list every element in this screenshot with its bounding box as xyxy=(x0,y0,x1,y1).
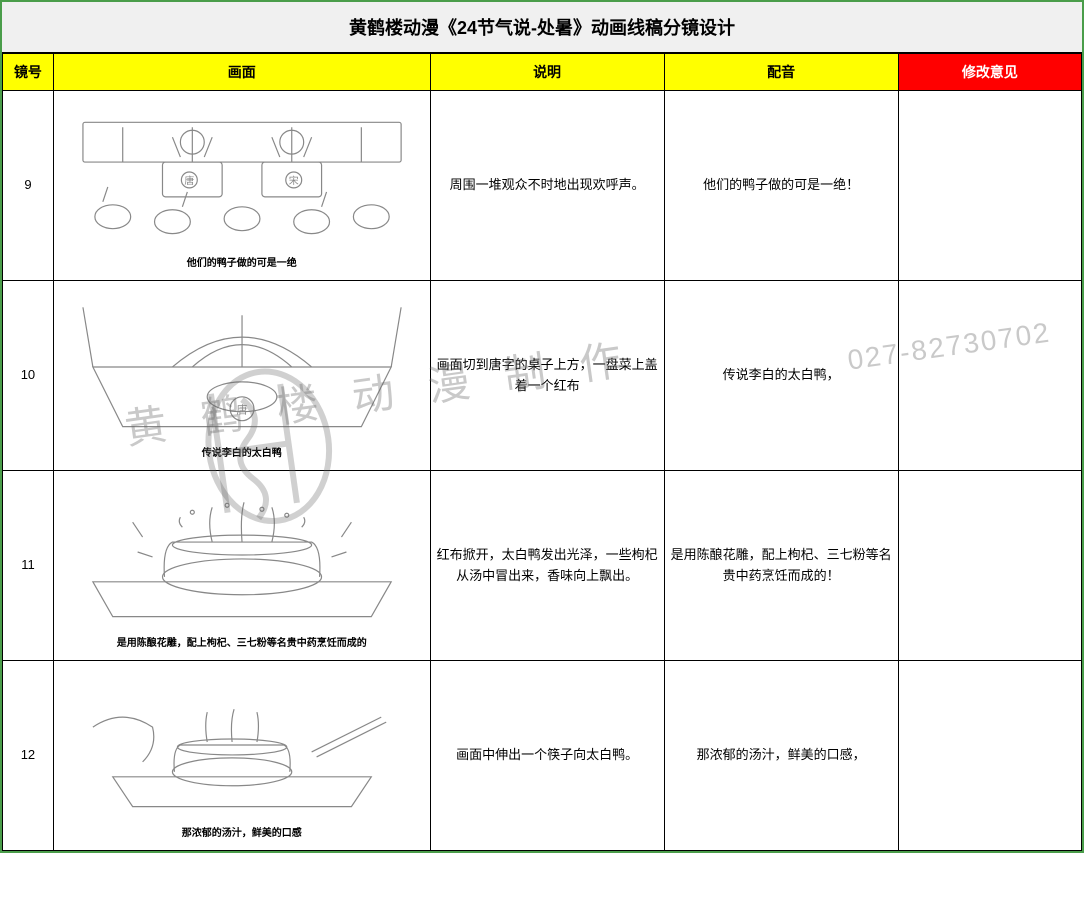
col-voice: 配音 xyxy=(664,54,898,91)
shot-number: 9 xyxy=(3,91,54,281)
sketch-caption: 那浓郁的汤汁，鲜美的口感 xyxy=(182,822,302,850)
col-description: 说明 xyxy=(430,54,664,91)
voice-cell: 那浓郁的汤汁，鲜美的口感， xyxy=(664,661,898,851)
shot-number: 12 xyxy=(3,661,54,851)
col-feedback: 修改意见 xyxy=(898,54,1081,91)
description-cell: 画面切到唐字的桌子上方，一盘菜上盖着一个红布 xyxy=(430,281,664,471)
shot-number: 10 xyxy=(3,281,54,471)
svg-text:唐: 唐 xyxy=(184,173,194,186)
col-picture: 画面 xyxy=(53,54,430,91)
feedback-cell xyxy=(898,471,1081,661)
table-row: 11 xyxy=(3,471,1082,661)
svg-text:宋: 宋 xyxy=(288,173,298,186)
col-shot: 镜号 xyxy=(3,54,54,91)
sketch-caption: 是用陈酿花雕，配上枸杞、三七粉等名贵中药烹饪而成的 xyxy=(117,632,367,660)
storyboard-table: 镜号 画面 说明 配音 修改意见 9 xyxy=(2,53,1082,851)
sketch-shot-10: 唐 xyxy=(73,292,411,432)
feedback-cell xyxy=(898,91,1081,281)
page-title: 黄鹤楼动漫《24节气说-处暑》动画线稿分镜设计 xyxy=(2,2,1082,53)
voice-cell: 他们的鸭子做的可是一绝！ xyxy=(664,91,898,281)
sketch-caption: 他们的鸭子做的可是一绝 xyxy=(187,252,297,280)
feedback-cell xyxy=(898,661,1081,851)
picture-cell: 唐 宋 xyxy=(53,91,430,281)
table-row: 10 xyxy=(3,281,1082,471)
sketch-shot-12 xyxy=(73,672,411,812)
header-row: 镜号 画面 说明 配音 修改意见 xyxy=(3,54,1082,91)
description-cell: 红布掀开，太白鸭发出光泽，一些枸杞从汤中冒出来，香味向上飘出。 xyxy=(430,471,664,661)
picture-cell: 唐 传说李白的太白鸭 xyxy=(53,281,430,471)
shot-number: 11 xyxy=(3,471,54,661)
description-cell: 画面中伸出一个筷子向太白鸭。 xyxy=(430,661,664,851)
table-row: 12 xyxy=(3,661,1082,851)
svg-text:唐: 唐 xyxy=(236,402,247,416)
table-row: 9 xyxy=(3,91,1082,281)
description-cell: 周围一堆观众不时地出现欢呼声。 xyxy=(430,91,664,281)
voice-cell: 是用陈酿花雕，配上枸杞、三七粉等名贵中药烹饪而成的！ xyxy=(664,471,898,661)
picture-cell: 是用陈酿花雕，配上枸杞、三七粉等名贵中药烹饪而成的 xyxy=(53,471,430,661)
sketch-shot-9: 唐 宋 xyxy=(73,102,411,242)
voice-cell: 传说李白的太白鸭， xyxy=(664,281,898,471)
sketch-shot-11 xyxy=(73,482,411,622)
sketch-caption: 传说李白的太白鸭 xyxy=(202,442,282,470)
storyboard-container: 黄鹤楼动漫《24节气说-处暑》动画线稿分镜设计 镜号 画面 说明 配音 修改意见… xyxy=(0,0,1084,853)
picture-cell: 那浓郁的汤汁，鲜美的口感 xyxy=(53,661,430,851)
feedback-cell xyxy=(898,281,1081,471)
